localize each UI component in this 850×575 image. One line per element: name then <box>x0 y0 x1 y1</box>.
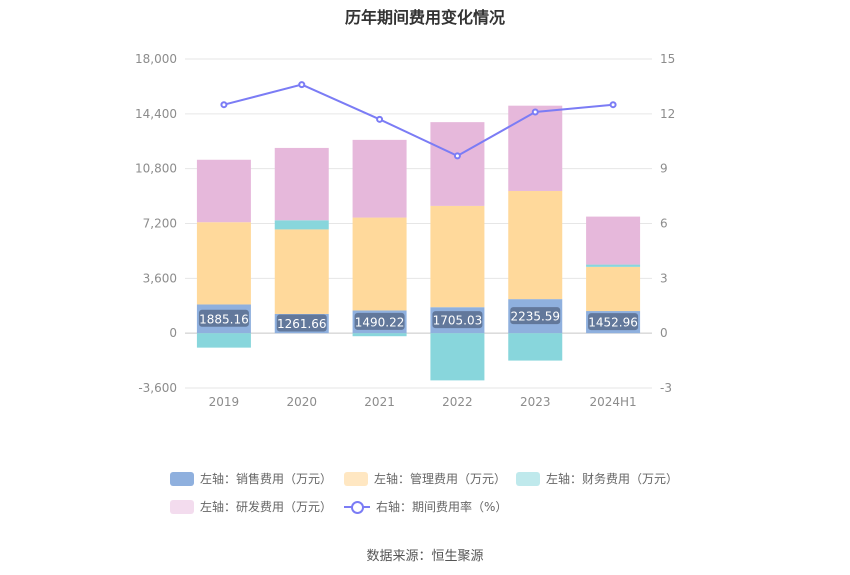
bar-segment <box>508 333 563 361</box>
right-axis-tick-label: 3 <box>660 271 668 285</box>
data-label: 1452.96 <box>588 316 638 330</box>
legend-item-admin[interactable]: 左轴：管理费用（万元） <box>344 470 506 487</box>
data-label-box <box>354 312 405 330</box>
right-axis-tick-label: -3 <box>660 381 672 395</box>
bar-segment <box>586 266 641 312</box>
rate-point <box>298 81 306 89</box>
legend-label-finance: 左轴：财务费用（万元） <box>546 472 679 486</box>
legend-label-sales: 左轴：销售费用（万元） <box>200 472 333 486</box>
bars <box>196 105 641 381</box>
data-label-box <box>276 314 327 332</box>
bar-segment <box>274 147 329 221</box>
x-axis-tick-label: 2020 <box>286 395 317 409</box>
left-axis-tick-label: 0 <box>169 326 177 340</box>
rate-point <box>453 152 461 160</box>
right-axis-tick-label: 12 <box>660 107 675 121</box>
bar-segment <box>196 159 251 223</box>
right-axis-tick-label: 0 <box>660 326 668 340</box>
legend-item-rate[interactable]: 右轴：期间费用率（%） <box>344 498 507 515</box>
data-label-box <box>510 307 561 325</box>
data-label: 1490.22 <box>355 315 405 329</box>
bar-segment <box>430 333 485 381</box>
x-axis-tick-label: 2023 <box>520 395 551 409</box>
left-axis-tick-label: 14,400 <box>135 107 177 121</box>
data-source: 数据来源：恒生聚源 <box>366 549 484 564</box>
right-axis-tick-label: 15 <box>660 52 675 66</box>
left-axis-tick-label: 3,600 <box>143 271 177 285</box>
legend-line-marker-icon <box>344 500 370 514</box>
data-label-box <box>198 309 249 327</box>
legend-label-rate: 右轴：期间费用率（%） <box>376 500 508 514</box>
legend-label-rnd: 左轴：研发费用（万元） <box>200 500 333 514</box>
chart-title: 历年期间费用变化情况 <box>344 8 505 27</box>
bar-segment <box>430 122 485 206</box>
legend-swatch-sales <box>170 471 194 486</box>
left-axis-tick-label: 10,800 <box>135 162 177 176</box>
data-label-box <box>588 313 639 331</box>
legend-swatch-rnd <box>170 499 194 514</box>
bar-segment <box>508 105 563 191</box>
rate-point <box>220 101 228 109</box>
legend-label-admin: 左轴：管理费用（万元） <box>374 472 507 486</box>
rate-line <box>220 81 617 160</box>
rate-line-path <box>223 83 614 157</box>
x-axis-tick-label: 2024H1 <box>589 395 636 409</box>
rate-point <box>376 115 384 123</box>
x-axis-tick-label: 2022 <box>442 395 473 409</box>
axes: 18,000 15 14,400 12 10,800 9 7,200 6 3,600 3 0 0 -3,… <box>135 52 675 409</box>
bar-segment <box>586 264 641 267</box>
bar-segment <box>352 333 407 337</box>
bar-segment <box>352 217 407 311</box>
bar-segment <box>274 229 329 314</box>
left-axis-tick-label: 18,000 <box>135 52 177 66</box>
data-label: 1885.16 <box>199 312 249 326</box>
data-label: 2235.59 <box>510 310 560 324</box>
legend-swatch-admin <box>344 471 368 486</box>
data-labels: 1885.16 1261.66 1490.22 1705.03 2235.59 1452.… <box>198 307 639 332</box>
rate-point <box>531 108 539 116</box>
legend-item-finance[interactable]: 左轴：财务费用（万元） <box>516 470 678 487</box>
right-axis-tick-label: 6 <box>660 217 668 231</box>
bar-segment <box>196 333 251 348</box>
bar-segment <box>274 220 329 230</box>
x-axis-tick-label: 2019 <box>209 395 240 409</box>
legend-swatch-finance <box>516 471 540 486</box>
data-label: 1261.66 <box>277 317 327 331</box>
left-axis-tick-label: 7,200 <box>143 217 177 231</box>
bar-segment <box>508 190 563 300</box>
right-axis-tick-label: 9 <box>660 162 668 176</box>
data-label-box <box>432 311 483 329</box>
rate-point <box>609 101 617 109</box>
legend-item-sales[interactable]: 左轴：销售费用（万元） <box>170 470 332 487</box>
legend-item-rnd[interactable]: 左轴：研发费用（万元） <box>170 498 332 515</box>
bar-segment <box>430 205 485 308</box>
x-axis-tick-label: 2021 <box>364 395 395 409</box>
bar-segment <box>196 222 251 305</box>
bar-segment <box>586 216 641 265</box>
bar-segment <box>352 139 407 218</box>
left-axis-tick-label: -3,600 <box>138 381 177 395</box>
data-label: 1705.03 <box>433 314 483 328</box>
